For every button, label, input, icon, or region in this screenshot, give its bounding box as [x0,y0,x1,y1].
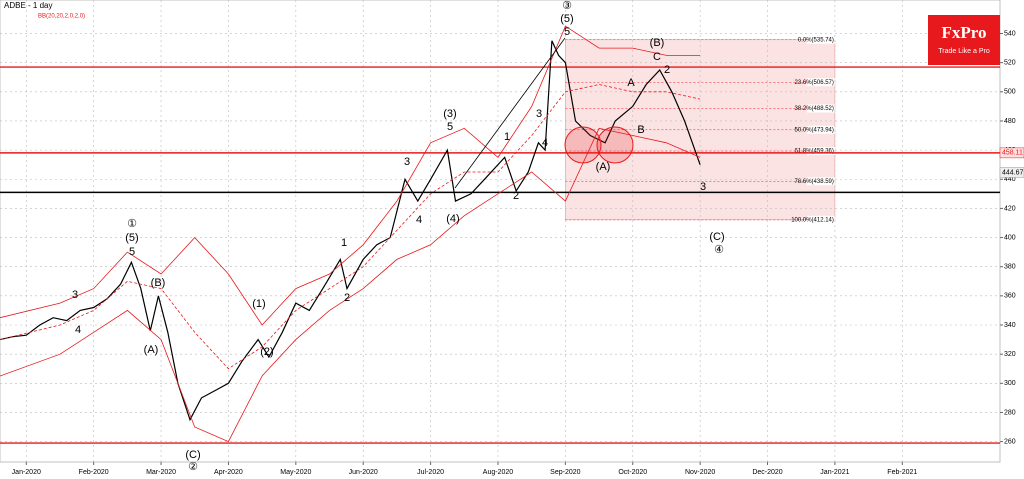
wave-label: 5 [447,121,453,133]
fib-label: 100.0%(412.14) [791,217,834,223]
logo [928,15,1000,65]
y-tick-label: 400 [1004,234,1016,241]
fib-label-bg [806,177,835,186]
indicator-label: BB(20,20,2,0,2,0) [38,14,85,20]
bollinger-band [0,127,701,443]
fib-label: 50.0%(473.94) [795,127,834,133]
y-tick-label: 320 [1004,351,1016,358]
wave-label: 4 [75,324,81,336]
wave-label: ① [127,218,137,230]
wave-label: C [653,51,661,63]
x-tick-label: Feb-2021 [887,469,917,476]
wave-label: 3 [700,181,706,193]
x-tick-label: Mar-2020 [146,469,176,476]
wave-label: 2 [344,292,350,304]
wave-label: (2) [260,346,273,358]
y-tick-label: 260 [1004,438,1016,445]
price-label-box [999,147,1024,159]
highlight-circle [564,126,602,164]
wave-label: A [627,77,635,89]
fib-label-bg [806,147,835,156]
x-tick-label: Jul-2020 [417,469,444,476]
fib-label: 0.0%(535.74) [798,37,834,43]
y-tick-label: 520 [1004,60,1016,67]
x-tick-label: Jun-2020 [349,469,378,476]
wave-label: ② [188,461,198,473]
highlight-circle [596,126,634,164]
fib-label: 23.6%(506.57) [795,80,834,86]
x-tick-label: Apr-2020 [214,469,243,476]
wave-label: 4 [542,137,548,149]
wave-label: 5 [129,246,135,258]
fib-label-bg [806,35,835,44]
price-label: 444.67 [1002,169,1024,176]
x-tick-label: May-2020 [280,469,311,476]
wave-label: (B) [650,37,665,49]
wave-label: (1) [252,298,265,310]
y-tick-label: 340 [1004,322,1016,329]
y-tick-label: 540 [1004,30,1016,37]
wave-label: ④ [714,244,724,256]
fib-label-bg [806,104,835,113]
y-tick-label: 360 [1004,293,1016,300]
y-tick-label: 280 [1004,409,1016,416]
wave-label: ③ [562,0,572,12]
bollinger-band [0,84,701,370]
trend-line [454,37,566,189]
x-tick-label: Sep-2020 [550,469,580,476]
price-label-box [999,167,1024,178]
wave-label: 1 [341,237,347,249]
fib-label-bg [806,78,835,87]
y-tick-label: 420 [1004,205,1016,212]
x-tick-label: Dec-2020 [752,469,782,476]
wave-label: 3 [404,156,410,168]
wave-label: (C) [709,231,724,243]
wave-label: (3) [443,108,456,120]
y-tick-label: 300 [1004,380,1016,387]
wave-label: (B) [151,277,166,289]
wave-label: (C) [185,449,200,461]
fib-label-bg [806,125,835,134]
y-tick-label: 480 [1004,118,1016,125]
x-tick-label: Jan-2020 [12,469,41,476]
fib-label-bg [806,215,835,224]
wave-label: 2 [664,64,670,76]
y-tick-label: 440 [1004,176,1016,183]
price-line [0,40,701,422]
wave-label: (A) [144,344,159,356]
y-tick-label: 500 [1004,89,1016,96]
y-tick-label: 380 [1004,264,1016,271]
logo-title: FxPro [941,23,986,42]
price-label: 458.11 [1002,150,1023,157]
wave-label: (5) [125,232,138,244]
x-tick-label: Nov-2020 [685,469,715,476]
wave-label: 3 [536,108,542,120]
wave-label: (5) [560,13,573,25]
x-tick-label: Oct-2020 [618,469,647,476]
logo-tagline: Trade Like a Pro [938,48,990,55]
wave-label: 2 [513,190,519,202]
x-tick-label: Aug-2020 [483,469,513,476]
wave-label: (4) [446,213,459,225]
fib-label: 61.8%(459.36) [795,149,834,155]
x-tick-label: Feb-2020 [79,469,109,476]
wave-label: 5 [564,26,570,38]
fib-label: 38.2%(488.52) [795,106,834,112]
wave-label: 3 [72,289,78,301]
fib-label: 78.6%(438.59) [795,179,834,185]
plot-area [0,0,1001,463]
wave-label: (A) [596,161,611,173]
wave-label: B [637,124,644,136]
x-tick-label: Jan-2021 [820,469,849,476]
wave-label: 1 [504,131,510,143]
wave-label: 4 [416,214,422,226]
bollinger-band [0,25,701,326]
chart-title: ADBE - 1 day [4,1,52,10]
